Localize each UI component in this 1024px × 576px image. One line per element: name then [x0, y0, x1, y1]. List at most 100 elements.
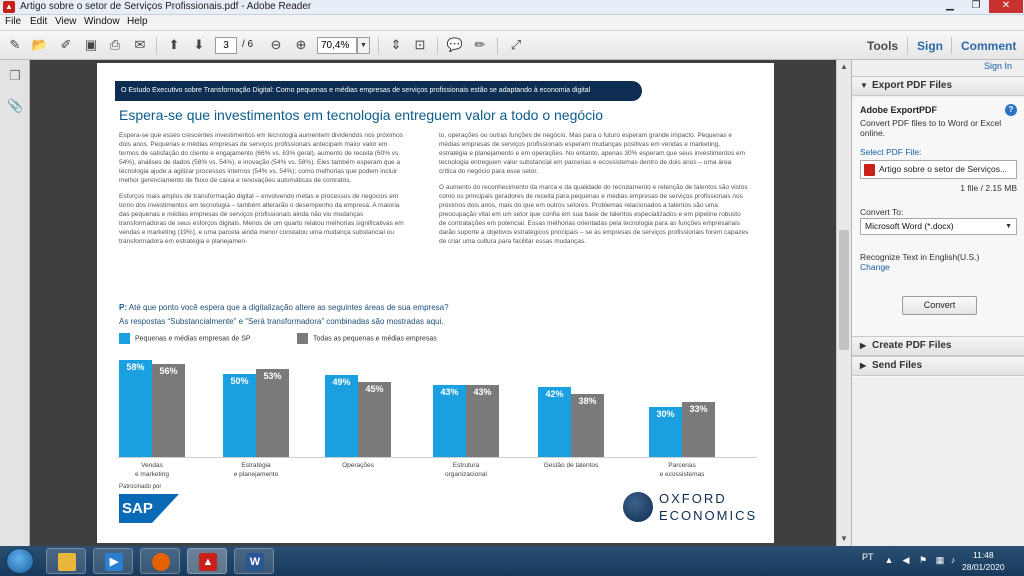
zoom-dropdown-icon[interactable]: ▼ — [357, 37, 370, 54]
file-name: Artigo sobre o setor de Serviços... — [879, 164, 1008, 174]
close-button[interactable]: ✕ — [989, 0, 1023, 13]
change-language-link[interactable]: Change — [860, 262, 890, 272]
sign-in-link[interactable]: Sign In — [983, 61, 1012, 71]
print-icon[interactable]: ⎙ — [109, 37, 121, 52]
clock-time[interactable]: 11:48 — [973, 550, 994, 560]
tools-link[interactable]: Tools — [867, 39, 899, 53]
page-number-input[interactable]: 3 — [215, 37, 237, 54]
format-select[interactable]: Microsoft Word (*.docx) ▼ — [860, 218, 1017, 235]
create-pdf-icon[interactable]: ✎ — [9, 37, 21, 52]
document-viewer: ❐ 📎 O Estudo Executivo sobre Transformaç… — [0, 60, 851, 546]
next-page-icon[interactable]: ⬇ — [193, 37, 205, 52]
speaker-icon[interactable]: ◀ — [902, 555, 910, 565]
category-label: Estrutura organizacional — [445, 462, 487, 478]
legend-swatch-all — [297, 333, 308, 344]
chart-baseline — [117, 457, 757, 458]
page-thumbnails-icon[interactable]: ❐ — [9, 68, 21, 83]
oxford-economics-logo: OXFORD ECONOMICS — [659, 490, 757, 524]
save-icon[interactable]: ▣ — [84, 37, 98, 52]
oxford-globe-icon — [623, 492, 653, 522]
edit-icon[interactable]: ✐ — [60, 37, 72, 52]
bar-sp-1 — [223, 374, 256, 457]
paragraph: O aumento do reconhecimento da marca e d… — [439, 184, 749, 245]
flag-icon[interactable]: ⚑ — [918, 555, 928, 565]
minimize-button[interactable]: ▁ — [946, 0, 954, 11]
oxford-logo-line1: OXFORD — [659, 491, 727, 506]
restore-button[interactable]: ❐ — [971, 0, 981, 11]
vertical-scrollbar[interactable]: ▲ ▼ — [836, 60, 851, 546]
taskbar-media-player[interactable]: ▶ — [93, 548, 133, 574]
paragraph: to, operações ou outras funções de negóc… — [439, 132, 746, 175]
start-button[interactable] — [6, 548, 34, 574]
scroll-down-icon[interactable]: ▼ — [840, 534, 848, 543]
fit-width-icon[interactable]: ⇕ — [390, 37, 402, 52]
media-player-icon: ▶ — [105, 553, 123, 571]
toolbar-divider — [378, 37, 379, 54]
data-label: 56% — [159, 366, 178, 376]
bar-all-0 — [152, 364, 185, 457]
category-label: Gestão de talentos — [543, 462, 599, 469]
sap-logo-text: SAP — [122, 500, 153, 517]
sticky-note-icon[interactable]: 💬 — [446, 37, 464, 52]
bar-all-5 — [682, 402, 715, 457]
menu-file[interactable]: File — [5, 16, 22, 27]
comment-link[interactable]: Comment — [961, 39, 1017, 53]
taskbar-firefox[interactable] — [140, 548, 180, 574]
selected-file-field[interactable]: Artigo sobre o setor de Serviços... — [860, 160, 1017, 179]
highlight-icon[interactable]: ✏ — [474, 37, 486, 52]
chart-subtitle: As respostas “Substancialmente” e “Será … — [119, 317, 444, 326]
legend-swatch-sp — [119, 333, 130, 344]
menu-edit[interactable]: Edit — [30, 16, 48, 27]
scroll-up-icon[interactable]: ▲ — [840, 62, 848, 71]
clock-date[interactable]: 28/01/2020 — [962, 562, 1005, 572]
select-pdf-link[interactable]: Select PDF File: — [860, 147, 922, 157]
data-label: 50% — [230, 376, 249, 386]
menu-help[interactable]: Help — [127, 16, 148, 27]
legend-label-sp: Pequenas e médias empresas de SP — [135, 335, 251, 343]
export-pdf-section-header[interactable]: ▼ Export PDF Files — [852, 76, 1024, 96]
open-file-icon[interactable]: 📂 — [31, 37, 49, 52]
oxford-logo-line2: ECONOMICS — [659, 508, 758, 523]
bar-chart: 58% 56% Vendas e marketing 50% 53% Estratégia… — [97, 63, 774, 543]
full-screen-icon[interactable]: ⤢ — [510, 37, 522, 52]
bar-sp-2 — [325, 375, 358, 457]
email-icon[interactable]: ✉ — [134, 37, 146, 52]
export-pdf-section: Adobe ExportPDF ? Convert PDF files to t… — [852, 97, 1024, 377]
zoom-level-input[interactable]: 70,4% — [317, 37, 357, 54]
taskbar-adobe-reader[interactable]: ▲ — [187, 548, 227, 574]
help-icon[interactable]: ? — [1005, 104, 1017, 116]
data-label: 53% — [263, 371, 282, 381]
firefox-icon — [152, 553, 170, 571]
folder-icon — [58, 553, 76, 571]
adobe-reader-icon: ▲ — [199, 553, 217, 571]
sign-link[interactable]: Sign — [917, 39, 943, 53]
fit-page-icon[interactable]: ⊡ — [414, 37, 426, 52]
menu-window[interactable]: Window — [84, 16, 120, 27]
legend-label-all: Todas as pequenas e médias empresas — [313, 335, 437, 343]
network-icon[interactable]: ▦ — [935, 555, 945, 565]
convert-button[interactable]: Convert — [902, 296, 977, 315]
zoom-in-icon[interactable]: ⊕ — [295, 37, 307, 52]
scroll-thumb[interactable] — [839, 230, 849, 350]
data-label: 42% — [545, 389, 564, 399]
export-description: Convert PDF files to to Word or Excel on… — [860, 118, 1002, 138]
create-pdf-section-header[interactable]: ▶ Create PDF Files — [852, 336, 1024, 356]
chevron-down-icon: ▼ — [1005, 223, 1012, 230]
menu-view[interactable]: View — [55, 16, 77, 27]
adobe-reader-icon: ▲ — [3, 1, 15, 13]
volume-icon[interactable]: ♪ — [950, 555, 956, 565]
data-label: 43% — [473, 387, 492, 397]
previous-page-icon[interactable]: ⬆ — [168, 37, 180, 52]
language-indicator[interactable]: PT — [862, 552, 874, 562]
attachments-icon[interactable]: 📎 — [7, 98, 24, 113]
data-label: 43% — [440, 387, 459, 397]
taskbar-word[interactable]: W — [234, 548, 274, 574]
zoom-out-icon[interactable]: ⊖ — [270, 37, 282, 52]
send-files-section-header[interactable]: ▶ Send Files — [852, 356, 1024, 376]
menu-bar: File Edit View Window Help — [0, 15, 1024, 31]
data-label: 45% — [365, 384, 384, 394]
taskbar-explorer[interactable] — [46, 548, 86, 574]
chevron-up-icon[interactable]: ▲ — [884, 555, 894, 565]
data-label: 33% — [689, 404, 708, 414]
category-label: Parcerias e ecossistemas — [659, 462, 705, 478]
